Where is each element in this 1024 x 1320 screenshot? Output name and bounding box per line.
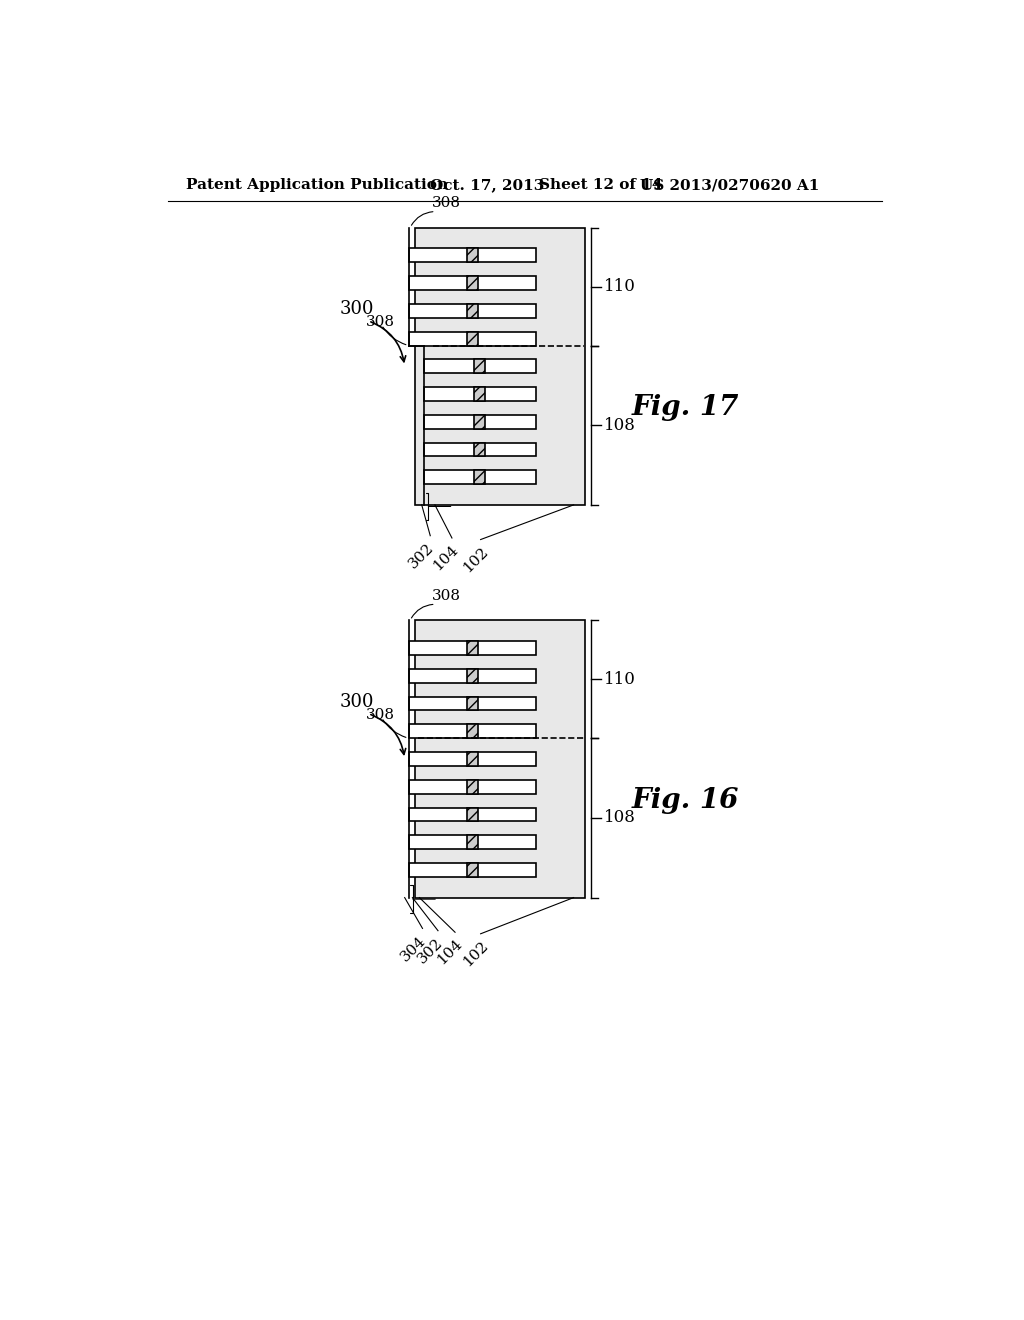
Bar (467, 836, 477, 849)
Text: 108: 108 (604, 417, 636, 434)
Text: US 2013/0270620 A1: US 2013/0270620 A1 (640, 178, 819, 193)
Bar (409, 276, 537, 290)
Bar (409, 752, 537, 766)
Bar (467, 725, 477, 738)
Bar (415, 620, 586, 898)
Text: 104: 104 (430, 543, 461, 573)
Bar (467, 863, 477, 876)
Bar (467, 276, 477, 290)
Bar (409, 697, 537, 710)
Text: Fig. 16: Fig. 16 (632, 787, 739, 814)
Bar (409, 248, 537, 263)
Bar (409, 725, 537, 738)
Text: 110: 110 (604, 671, 636, 688)
Bar (467, 248, 477, 263)
Bar (467, 780, 477, 793)
Text: 102: 102 (460, 544, 490, 574)
Text: 104: 104 (434, 936, 465, 966)
Text: 308: 308 (366, 708, 395, 722)
Bar (467, 331, 477, 346)
Text: Fig. 17: Fig. 17 (632, 395, 739, 421)
Bar (467, 752, 477, 766)
Bar (409, 808, 537, 821)
Bar (424, 387, 537, 401)
Bar (467, 697, 477, 710)
Bar (467, 304, 477, 318)
Bar (424, 359, 537, 374)
Bar (415, 227, 586, 506)
Text: 304: 304 (398, 933, 428, 965)
Bar (409, 836, 537, 849)
Bar (474, 359, 485, 374)
Bar (474, 414, 485, 429)
Text: 308: 308 (366, 315, 395, 330)
Bar (424, 414, 537, 429)
Bar (474, 387, 485, 401)
Bar (467, 642, 477, 655)
Text: 300: 300 (339, 693, 374, 711)
Text: 302: 302 (406, 541, 436, 572)
Text: Oct. 17, 2013: Oct. 17, 2013 (430, 178, 545, 193)
Bar (409, 780, 537, 793)
Text: 302: 302 (415, 936, 445, 966)
Bar (474, 442, 485, 457)
Bar (409, 331, 537, 346)
Text: 308: 308 (432, 195, 461, 210)
Text: 300: 300 (339, 301, 374, 318)
Text: 308: 308 (432, 589, 461, 603)
Bar (409, 642, 537, 655)
Bar (409, 863, 537, 876)
Bar (467, 808, 477, 821)
Text: 110: 110 (604, 279, 636, 296)
Text: Sheet 12 of 14: Sheet 12 of 14 (539, 178, 663, 193)
Bar (409, 304, 537, 318)
Bar (474, 470, 485, 484)
Text: Patent Application Publication: Patent Application Publication (186, 178, 449, 193)
Bar (409, 669, 537, 682)
Text: 108: 108 (604, 809, 636, 826)
Text: 102: 102 (460, 939, 490, 969)
Bar (424, 470, 537, 484)
Bar (467, 669, 477, 682)
Bar (424, 442, 537, 457)
